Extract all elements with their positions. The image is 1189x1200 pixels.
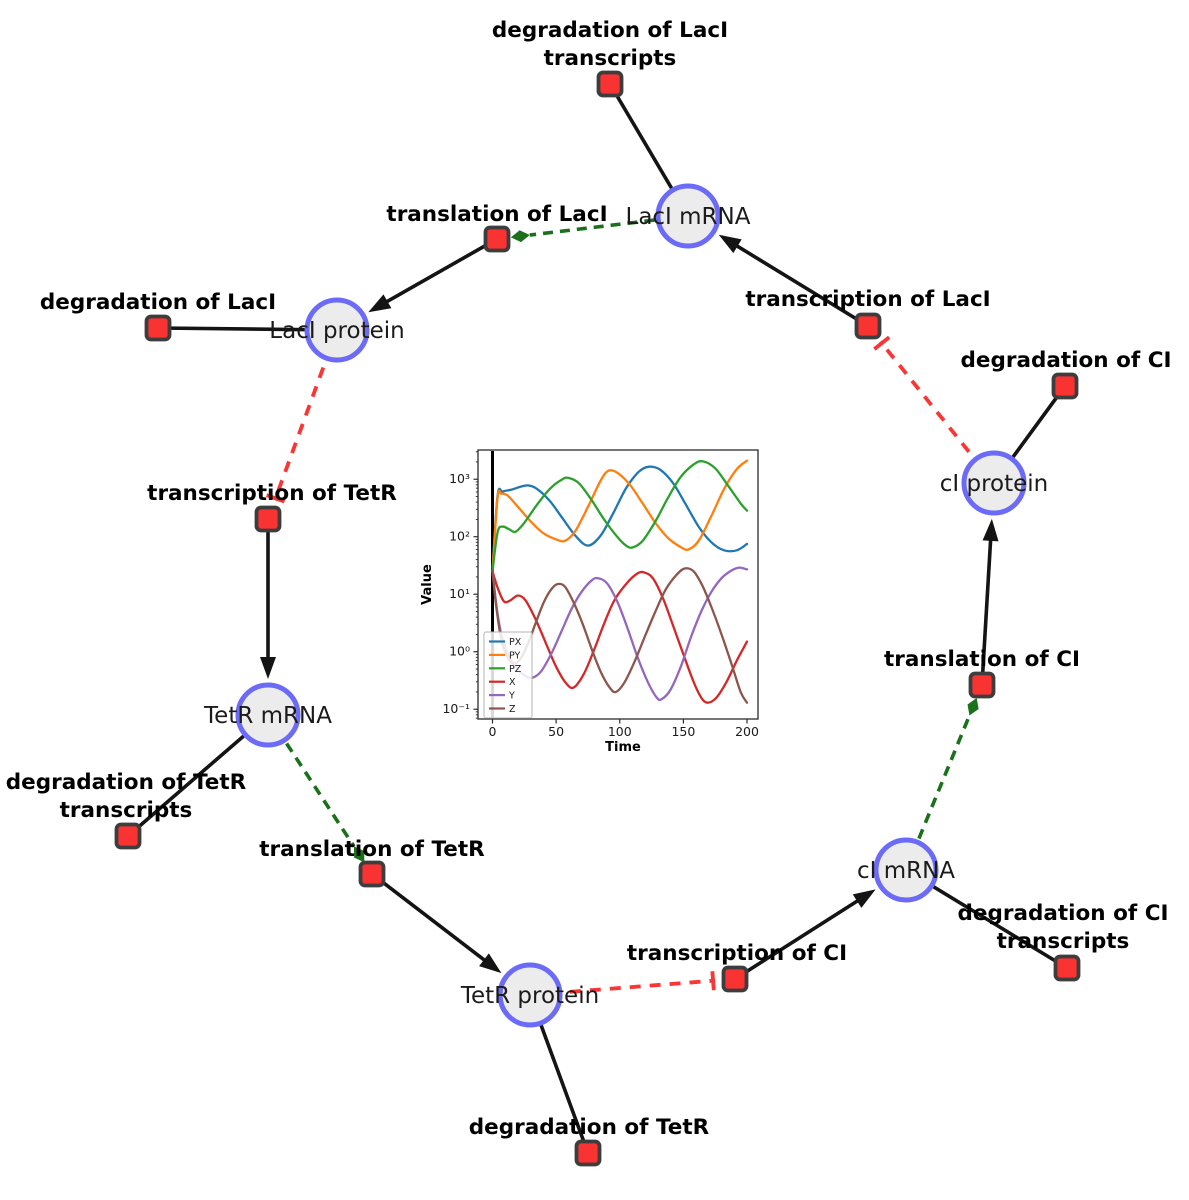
- species-label-ci_mrna: cI mRNA: [857, 858, 955, 884]
- inhibitor-tee-icon: [873, 335, 891, 351]
- reaction-label-tx_ci: transcription of CI: [627, 941, 847, 966]
- reaction-label-tx_laci: transcription of LacI: [745, 287, 990, 312]
- reaction-node-deg_tetr[interactable]: [574, 1139, 602, 1167]
- species-label-laci_prot: LacI protein: [269, 318, 404, 344]
- species-node-tetr_mrna[interactable]: [235, 682, 301, 748]
- x-tick-label: 200: [735, 724, 759, 739]
- series-X: [491, 570, 749, 704]
- reaction-label-tx_tetr: transcription of TetR: [147, 481, 397, 506]
- edge-transl_laci-laci_prot: [383, 237, 498, 305]
- edge-ci_mrna-transl_ci: [904, 714, 972, 871]
- legend-label-X: X: [509, 677, 516, 688]
- reaction-node-deg_ci[interactable]: [1051, 372, 1079, 400]
- reaction-node-tx_laci[interactable]: [854, 312, 882, 340]
- inhibitor-tee-icon: [710, 971, 716, 991]
- edge-tx_ci-ci_mrna: [734, 897, 862, 981]
- edges-layer: [126, 83, 1068, 1154]
- species-label-laci_mrna: LacI mRNA: [626, 204, 751, 230]
- inhibitor-tee-icon: [265, 493, 286, 504]
- reaction-label-deg_ci: degradation of CI: [961, 348, 1172, 373]
- series-PY: [491, 459, 749, 573]
- edge-tx_laci-laci_mrna: [733, 242, 869, 328]
- reaction-label-transl_laci: translation of LacI: [386, 202, 607, 227]
- reaction-label-deg_laci: degradation of LacI: [40, 290, 276, 315]
- reaction-label-transl_ci: translation of CI: [884, 647, 1080, 672]
- y-tick-label: 10³: [449, 471, 470, 486]
- arrowhead-icon: [368, 294, 392, 313]
- arrowhead-icon: [982, 518, 999, 542]
- reaction-label-transl_tetr: translation of TetR: [259, 837, 485, 862]
- reaction-node-tx_ci[interactable]: [721, 965, 749, 993]
- x-axis-label: Time: [605, 740, 641, 755]
- arrowhead-icon: [260, 657, 276, 679]
- species-node-laci_prot[interactable]: [304, 297, 370, 363]
- species-label-ci_prot: cI protein: [940, 471, 1049, 497]
- labels-layer: degradation of LacI transcripts translatio…: [6, 18, 1172, 1140]
- x-tick-label: 0: [489, 724, 497, 739]
- y-tick-label: 10¹: [449, 586, 470, 601]
- y-tick-label: 10²: [449, 529, 470, 544]
- chart-legend: PX PY PZ XYZ: [483, 631, 533, 719]
- reaction-node-deg_ci_tx[interactable]: [1053, 954, 1081, 982]
- arrowhead-icon: [479, 953, 502, 974]
- species-node-ci_mrna[interactable]: [873, 837, 939, 903]
- legend-label-Z: Z: [509, 704, 516, 715]
- species-node-ci_prot[interactable]: [961, 450, 1027, 516]
- reaction-label-deg_tetr_tx: degradation of TetR transcripts: [6, 770, 247, 823]
- series-PX: [491, 465, 749, 573]
- species-label-tetr_mrna: TetR mRNA: [203, 703, 332, 729]
- reaction-node-transl_tetr[interactable]: [358, 860, 386, 888]
- legend-label-Y: Y: [508, 691, 515, 702]
- legend-label-PZ: PZ: [509, 664, 522, 675]
- arrowhead-icon: [852, 889, 876, 908]
- x-tick-label: 150: [671, 724, 695, 739]
- reaction-node-tx_tetr[interactable]: [254, 505, 282, 533]
- y-tick-label: 10⁻¹: [442, 701, 470, 716]
- legend-box: [483, 631, 533, 719]
- reaction-label-deg_tetr: degradation of TetR: [469, 1115, 710, 1140]
- modifier-diamond-icon: [353, 846, 365, 863]
- species-label-tetr_prot: TetR protein: [460, 983, 599, 1009]
- reaction-node-deg_laci[interactable]: [144, 314, 172, 342]
- reaction-node-deg_tetr_tx[interactable]: [114, 822, 142, 850]
- x-tick-label: 100: [608, 724, 632, 739]
- nodes-layer: [114, 70, 1081, 1167]
- modifier-diamond-icon: [967, 697, 979, 716]
- series-PZ: [491, 460, 749, 573]
- species-node-laci_mrna[interactable]: [655, 183, 721, 249]
- legend-label-PX: PX: [509, 637, 522, 648]
- reaction-label-deg_laci_tx: degradation of LacI transcripts: [492, 18, 728, 71]
- y-axis-label: Value: [420, 564, 435, 605]
- species-node-tetr_prot[interactable]: [497, 962, 563, 1028]
- reaction-node-transl_laci[interactable]: [483, 225, 511, 253]
- edge-transl_ci-ci_prot: [980, 536, 993, 686]
- modifier-diamond-icon: [510, 230, 530, 243]
- reaction-node-transl_ci[interactable]: [968, 671, 996, 699]
- arrowhead-icon: [718, 234, 742, 254]
- y-tick-label: 10⁰: [449, 644, 470, 659]
- reaction-label-deg_ci_tx: degradation of CI transcripts: [958, 901, 1169, 954]
- edge-transl_tetr-tetr_prot: [370, 872, 489, 964]
- x-tick-label: 50: [548, 724, 564, 739]
- legend-label-PY: PY: [509, 650, 521, 661]
- reaction-node-deg_laci_tx[interactable]: [596, 70, 624, 98]
